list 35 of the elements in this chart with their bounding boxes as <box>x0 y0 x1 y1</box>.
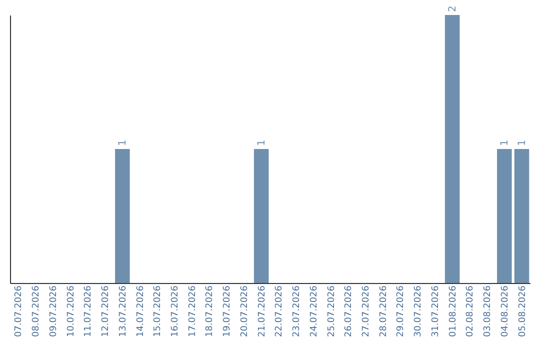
x-tick-label: 31.07.2026 <box>430 285 441 338</box>
x-tick-label: 01.08.2026 <box>448 285 458 338</box>
x-tick-label: 03.08.2026 <box>483 285 494 338</box>
x-tick-label: 29.07.2026 <box>396 285 406 338</box>
x-tick-label: 23.07.2026 <box>292 285 302 338</box>
x-tick-label: 18.07.2026 <box>205 285 216 338</box>
data-label: 1 <box>499 140 510 146</box>
x-tick-label: 24.07.2026 <box>309 285 320 338</box>
x-tick-label: 30.07.2026 <box>414 285 424 338</box>
x-tick-label: 22.07.2026 <box>274 285 285 338</box>
x-tick-label: 19.07.2026 <box>222 285 233 338</box>
x-tick-label: 27.07.2026 <box>361 285 372 338</box>
x-tick-label: 21.07.2026 <box>257 285 268 338</box>
x-tick-label: 13.07.2026 <box>118 285 128 338</box>
x-tick-label: 26.07.2026 <box>344 285 354 338</box>
x-tick-label: 17.07.2026 <box>188 285 198 338</box>
x-tick-label: 20.07.2026 <box>240 285 250 338</box>
x-tick-label: 15.07.2026 <box>153 285 164 338</box>
x-tick-label: 28.07.2026 <box>378 285 389 338</box>
x-tick-label: 09.07.2026 <box>48 285 59 338</box>
x-tick-label: 02.08.2026 <box>466 285 476 338</box>
data-label: 1 <box>516 140 528 146</box>
x-tick-label: 16.07.2026 <box>170 285 181 338</box>
x-tick-label: 12.07.2026 <box>101 285 112 338</box>
data-label: 1 <box>117 140 128 146</box>
data-label: 1 <box>256 140 268 146</box>
x-tick-label: 11.07.2026 <box>84 285 94 338</box>
x-tick-label: 14.07.2026 <box>136 285 146 338</box>
x-tick-label: 05.08.2026 <box>518 285 528 338</box>
x-tick-label: 04.08.2026 <box>500 285 510 338</box>
x-tick-label: 25.07.2026 <box>326 285 337 338</box>
x-tick-label: 10.07.2026 <box>66 285 76 338</box>
data-label: 2 <box>447 6 458 12</box>
x-tick-label: 08.07.2026 <box>32 285 42 338</box>
x-tick-label: 07.07.2026 <box>14 285 24 338</box>
